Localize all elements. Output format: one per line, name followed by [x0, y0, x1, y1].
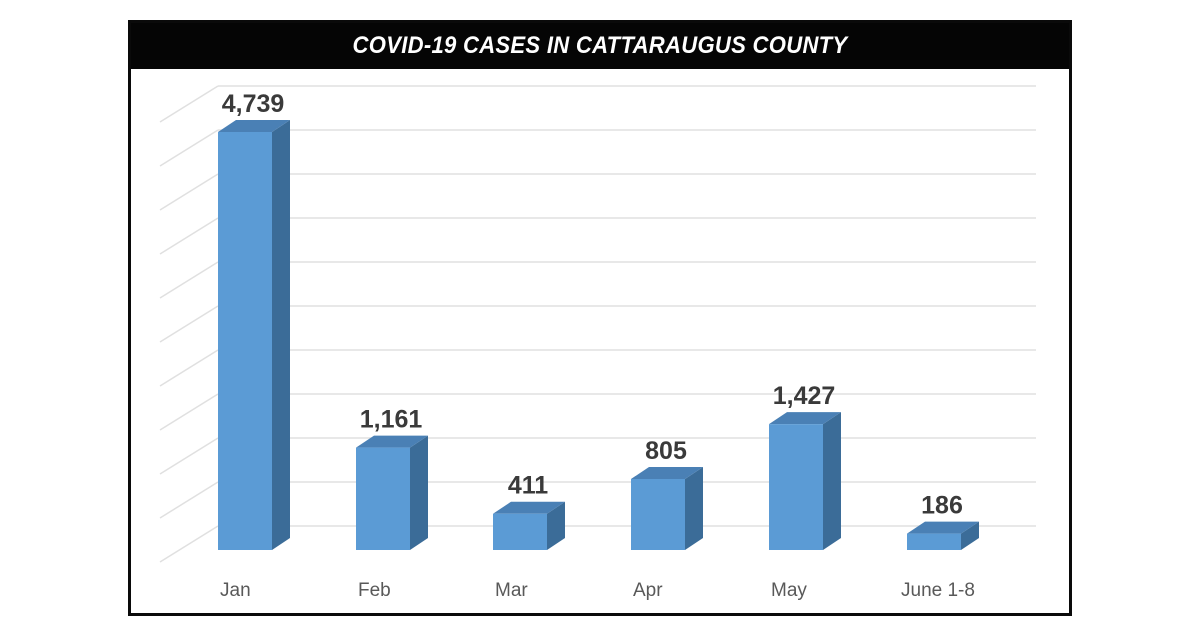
- category-label: Feb: [358, 580, 391, 601]
- bar-june-1-8: 186 June 1-8: [901, 492, 979, 601]
- chart-frame: COVID-19 CASES IN CATTARAUGUS COUNTY 4,7…: [128, 20, 1072, 616]
- bar-mar: 411 Mar: [493, 472, 565, 601]
- data-label: 4,739: [222, 90, 285, 118]
- category-label: Apr: [633, 580, 663, 601]
- category-label: Jan: [220, 580, 251, 601]
- category-label: June 1-8: [901, 580, 975, 601]
- data-label: 1,427: [773, 382, 836, 410]
- category-label: May: [771, 580, 807, 601]
- data-label: 186: [921, 492, 963, 520]
- gridlines: [159, 85, 1036, 563]
- category-label: Mar: [495, 580, 528, 601]
- bar-apr: 805 Apr: [631, 437, 703, 601]
- title-bar: COVID-19 CASES IN CATTARAUGUS COUNTY: [131, 23, 1069, 69]
- data-label: 411: [508, 472, 548, 500]
- bar-feb: 1,161 Feb: [356, 406, 428, 601]
- bar-jan: 4,739 Jan: [218, 90, 290, 601]
- data-label: 805: [645, 437, 687, 465]
- chart-title: COVID-19 CASES IN CATTARAUGUS COUNTY: [352, 32, 848, 59]
- chart-plot-area: 4,739 Jan 1,161 Feb 411 Mar 805 Apr 1,427 May 186 J…: [159, 85, 1036, 601]
- bar-may: 1,427 May: [769, 382, 841, 601]
- data-label: 1,161: [360, 406, 423, 434]
